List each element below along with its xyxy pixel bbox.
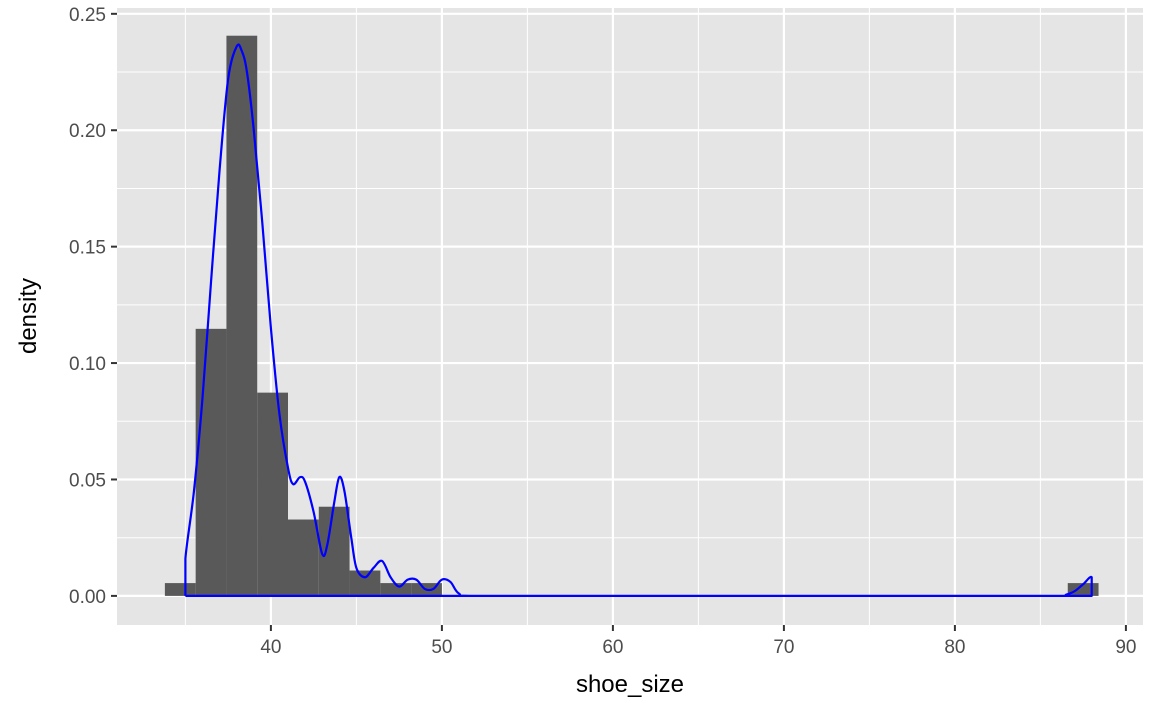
histogram-bar [349, 570, 381, 596]
histogram-bar [318, 506, 350, 596]
x-axis-tick-label: 90 [1115, 637, 1136, 658]
histogram-bar [257, 392, 288, 596]
x-axis-tick-label: 60 [602, 637, 623, 658]
histogram-bar [195, 328, 227, 596]
x-axis-tick-label: 50 [431, 637, 452, 658]
y-axis-tick-label: 0.05 [69, 470, 106, 491]
histogram-bar [226, 35, 258, 596]
y-axis-tick-label: 0.00 [69, 587, 106, 608]
x-axis-tick-label: 40 [260, 637, 281, 658]
y-axis-tick-label: 0.20 [69, 121, 106, 142]
x-axis-tick-label: 70 [773, 637, 794, 658]
y-axis-title: density [15, 278, 42, 354]
histogram-bars [164, 35, 1099, 596]
histogram-bar [288, 519, 319, 596]
y-axis-tick-label: 0.25 [69, 5, 106, 26]
y-axis: 0.00 0.05 0.10 0.15 0.20 0.25 [69, 5, 117, 608]
x-axis-tick-label: 80 [944, 637, 965, 658]
histogram-bar [164, 583, 196, 596]
x-axis-title: shoe_size [576, 671, 684, 698]
y-axis-tick-label: 0.15 [69, 238, 106, 259]
y-axis-tick-label: 0.10 [69, 354, 106, 375]
x-axis: 40 50 60 70 80 90 [260, 625, 1136, 658]
density-curve-group [184, 43, 1093, 598]
histogram-bar [380, 583, 412, 596]
density-curve-line [184, 43, 1093, 598]
